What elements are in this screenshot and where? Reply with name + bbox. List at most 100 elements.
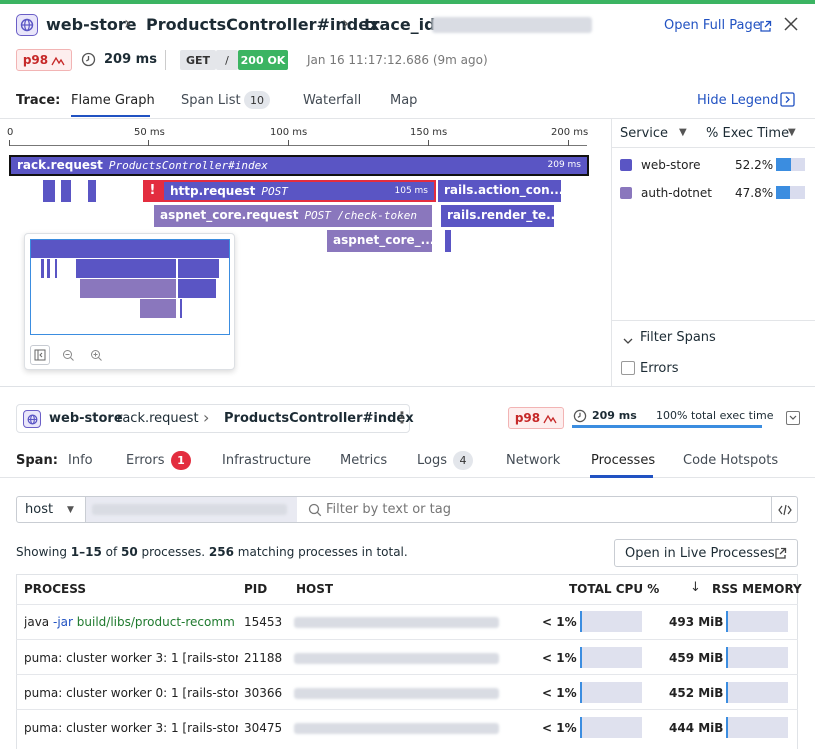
process-cpu: < 1% [542, 686, 577, 700]
span-name: rails.render_te... [447, 208, 554, 222]
collapse-icon[interactable] [786, 411, 800, 425]
span-rack-request[interactable]: rack.request ProductsController#index 209… [9, 155, 589, 176]
chevron-down-icon[interactable] [622, 331, 634, 350]
span-service[interactable]: web-store [49, 411, 123, 426]
span-resource: POST /check-token [304, 209, 418, 222]
tab-waterfall[interactable]: Waterfall [303, 93, 362, 108]
span-rails-render-template[interactable]: rails.render_te... [441, 205, 554, 227]
errors-count-badge: 1 [171, 451, 191, 470]
tab-processes[interactable]: Processes [591, 453, 656, 468]
tab-network[interactable]: Network [506, 453, 561, 468]
process-command: puma: cluster worker 0: 1 [rails-stor [24, 686, 238, 700]
error-marker-icon: ! [143, 180, 162, 202]
chevron-right-icon: › [124, 13, 132, 34]
exec-time-bar [572, 425, 762, 428]
chevron-right-icon: › [203, 408, 210, 427]
sort-arrow-down-icon[interactable]: ↓ [690, 580, 701, 595]
span-breadcrumb[interactable] [16, 404, 410, 433]
collapse-panel-icon[interactable] [780, 92, 795, 111]
external-link-icon[interactable] [759, 18, 772, 37]
p98-badge[interactable]: p98 [16, 49, 72, 71]
span-small[interactable] [88, 180, 96, 202]
caret-down-icon[interactable]: ▼ [679, 127, 687, 138]
zoom-out-icon[interactable] [58, 345, 78, 365]
tab-map[interactable]: Map [390, 93, 418, 108]
span-aspnet-core-request[interactable]: aspnet_core.request POST /check-token [154, 205, 432, 227]
axis-tick-label: 150 ms [410, 127, 448, 138]
process-pid: 30366 [244, 686, 283, 700]
zoom-in-icon[interactable] [86, 345, 106, 365]
service-globe-icon [23, 410, 41, 428]
legend-service-auth-dotnet[interactable]: auth-dotnet [641, 186, 712, 200]
tab-logs[interactable]: Logs [417, 453, 447, 468]
summary-text: matching processes in total. [233, 545, 408, 559]
table-row[interactable]: puma: cluster worker 3: 1 [rails-stor 21… [16, 639, 798, 674]
p98-badge[interactable]: p98 [508, 407, 564, 429]
header-resource[interactable]: ProductsController#index [146, 15, 380, 34]
table-row[interactable]: java -jar build/libs/product-recomm 1545… [16, 604, 798, 639]
tab-flame-graph[interactable]: Flame Graph [71, 93, 155, 108]
reset-view-icon[interactable] [30, 345, 50, 365]
span-rails-action-controller[interactable]: rails.action_con... [438, 180, 561, 202]
process-pid: 15453 [244, 615, 283, 629]
col-rss-memory[interactable]: RSS MEMORY [712, 582, 802, 596]
alert-trend-icon [51, 56, 65, 65]
errors-checkbox[interactable] [621, 361, 635, 375]
col-host[interactable]: HOST [296, 582, 334, 596]
span-duration: 209 ms [592, 409, 637, 422]
col-total-cpu[interactable]: TOTAL CPU % [569, 582, 660, 596]
minimap-span [47, 259, 50, 278]
table-row[interactable]: puma: cluster worker 3: 1 [rails-stor 30… [16, 709, 798, 749]
span-tabs-label: Span: [16, 453, 58, 468]
span-resource[interactable]: ProductsController#index [224, 411, 414, 426]
search-icon [308, 502, 322, 521]
tab-errors[interactable]: Errors [126, 453, 165, 468]
table-row[interactable]: puma: cluster worker 0: 1 [rails-stor 30… [16, 674, 798, 709]
search-input[interactable] [326, 499, 766, 520]
span-small[interactable] [43, 180, 55, 202]
hide-legend-link[interactable]: Hide Legend [697, 93, 779, 108]
divider [165, 50, 166, 70]
process-cmd: java [24, 615, 50, 629]
tab-info[interactable]: Info [68, 453, 93, 468]
minimap-viewport[interactable] [30, 239, 230, 335]
col-pid[interactable]: PID [244, 582, 268, 596]
p98-label: p98 [514, 411, 541, 425]
external-link-icon [775, 547, 787, 559]
open-full-page-link[interactable]: Open Full Page [664, 18, 761, 33]
tab-code-hotspots[interactable]: Code Hotspots [683, 453, 779, 468]
tab-infrastructure[interactable]: Infrastructure [222, 453, 311, 468]
open-live-processes-label: Open in Live Processes [625, 545, 775, 561]
close-icon[interactable] [783, 16, 799, 36]
caret-down-icon: ▼ [67, 504, 74, 515]
more-options-icon[interactable]: ⋮ [394, 408, 410, 427]
tab-metrics[interactable]: Metrics [340, 453, 388, 468]
span-aspnet-core-child[interactable]: aspnet_core_... [327, 230, 432, 252]
span-operation: rack.request [117, 411, 199, 426]
axis-tick [288, 140, 289, 146]
col-process[interactable]: PROCESS [24, 582, 86, 596]
alert-trend-icon [543, 414, 557, 423]
caret-down-icon[interactable]: ▼ [788, 127, 796, 138]
header-service[interactable]: web-store [46, 15, 137, 34]
tab-span-list[interactable]: Span List [181, 93, 241, 108]
span-small[interactable] [61, 180, 71, 202]
span-http-request[interactable]: http.request POST 105 ms [162, 180, 436, 202]
code-view-icon[interactable] [771, 496, 798, 523]
legend-col-service[interactable]: Service [620, 126, 669, 141]
minimap-span [41, 259, 44, 278]
legend-swatch [620, 187, 632, 199]
legend-col-exec[interactable]: % Exec Time [706, 126, 790, 141]
host-select[interactable]: host ▼ [16, 496, 86, 523]
span-small[interactable] [445, 230, 451, 252]
memory-bar [726, 717, 788, 738]
process-cpu: < 1% [542, 721, 577, 735]
process-memory: 452 MiB [669, 686, 724, 700]
legend-service-web-store[interactable]: web-store [641, 158, 701, 172]
host-redacted [294, 688, 499, 699]
flame-minimap[interactable] [24, 233, 235, 370]
filter-spans-toggle[interactable]: Filter Spans [640, 330, 716, 345]
axis-tick [9, 140, 10, 146]
open-live-processes-button[interactable]: Open in Live Processes [614, 539, 798, 567]
clock-icon [81, 52, 96, 71]
